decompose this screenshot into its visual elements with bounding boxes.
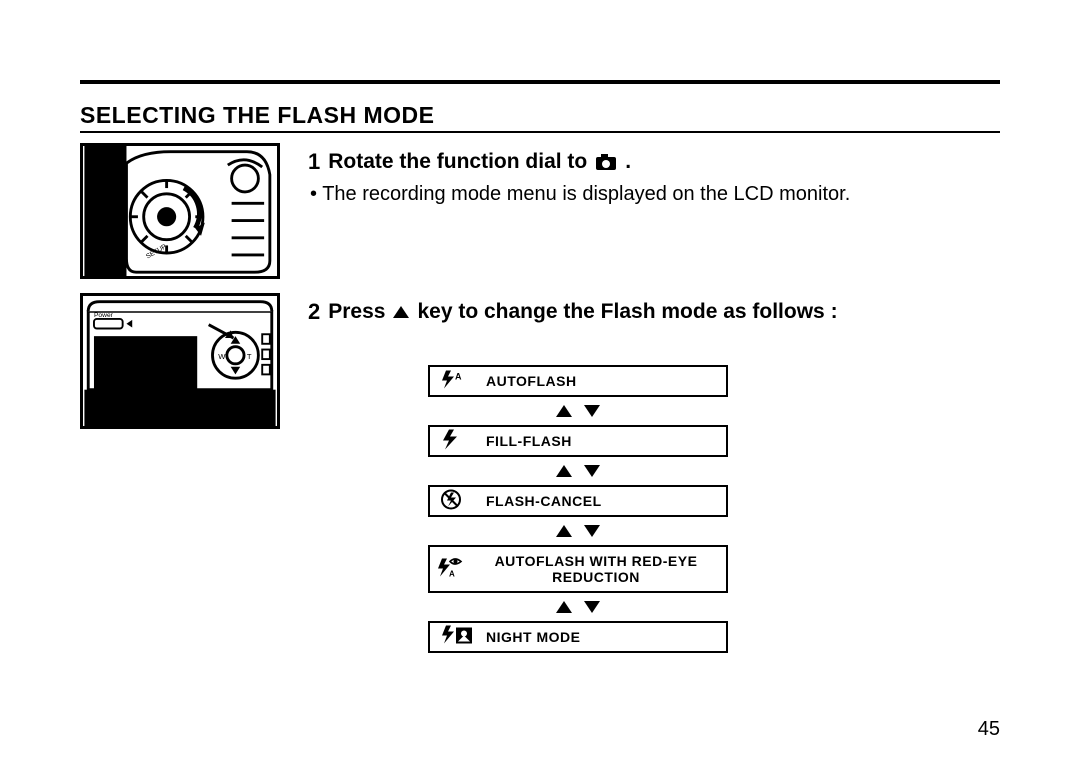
- step-1-text-after: .: [625, 150, 631, 174]
- arrow-separator: [428, 457, 728, 485]
- mode-autoflash: A AUTOFLASH: [428, 365, 728, 397]
- flash-auto-icon: A: [440, 370, 466, 393]
- arrow-separator: [428, 397, 728, 425]
- svg-text:A: A: [449, 570, 455, 579]
- mode-label: AUTOFLASH WITH RED-EYE REDUCTION: [476, 553, 716, 585]
- arrow-separator: [428, 593, 728, 621]
- mode-label: FLASH-CANCEL: [486, 493, 602, 509]
- step-2-row: Power W T 2: [80, 293, 1000, 653]
- svg-text:T: T: [247, 352, 252, 361]
- step-1-subtext: • The recording mode menu is displayed o…: [310, 183, 1000, 206]
- flash-icon: [440, 429, 460, 454]
- step-1-text-before: Rotate the function dial to: [328, 150, 587, 174]
- mode-autoflash-redeye: A AUTOFLASH WITH RED-EYE REDUCTION: [428, 545, 728, 593]
- step-2-text-after: key to change the Flash mode as follows …: [417, 300, 837, 324]
- step-2-text-before: Press: [328, 300, 385, 324]
- camera-mode-icon: [595, 153, 617, 171]
- manual-page: SELECTING THE FLASH MODE: [0, 0, 1080, 765]
- top-rule: [80, 80, 1000, 84]
- camera-back-illustration: Power W T: [80, 293, 280, 429]
- page-number: 45: [978, 718, 1000, 741]
- step-2-content: 2 Press key to change the Flash mode as …: [308, 293, 1000, 653]
- step-1-number: 1: [308, 149, 320, 175]
- up-triangle-icon: [393, 300, 409, 324]
- flash-cancel-icon: [440, 489, 464, 514]
- svg-text:Power: Power: [94, 312, 114, 319]
- svg-text:W: W: [218, 352, 226, 361]
- mode-label: FILL-FLASH: [486, 433, 572, 449]
- flash-night-icon: [440, 625, 474, 650]
- step-2-heading: 2 Press key to change the Flash mode as …: [308, 299, 1000, 325]
- section-heading: SELECTING THE FLASH MODE: [80, 102, 1000, 133]
- mode-fill-flash: FILL-FLASH: [428, 425, 728, 457]
- arrow-separator: [428, 517, 728, 545]
- svg-text:A: A: [455, 372, 462, 382]
- mode-label: NIGHT MODE: [486, 629, 580, 645]
- step-1-row: SETUP 1 Rotate the function dial to . •: [80, 143, 1000, 279]
- flash-auto-redeye-icon: A: [436, 556, 466, 583]
- mode-label: AUTOFLASH: [486, 373, 577, 389]
- flash-mode-sequence: A AUTOFLASH FILL-FLASH FLASH-CANC: [428, 365, 728, 653]
- camera-top-illustration: SETUP: [80, 143, 280, 279]
- mode-night: NIGHT MODE: [428, 621, 728, 653]
- mode-flash-cancel: FLASH-CANCEL: [428, 485, 728, 517]
- step-1-content: 1 Rotate the function dial to . • The re…: [308, 143, 1000, 206]
- step-1-heading: 1 Rotate the function dial to .: [308, 149, 1000, 175]
- step-2-number: 2: [308, 299, 320, 325]
